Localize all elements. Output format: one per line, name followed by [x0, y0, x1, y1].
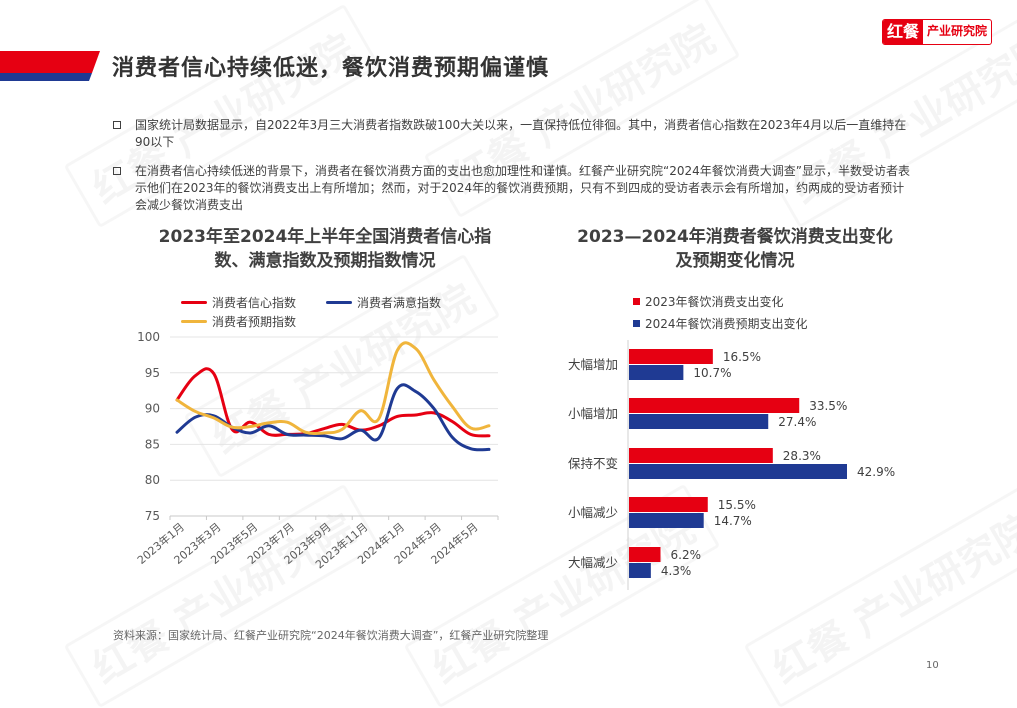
category-label: 大幅增加: [568, 357, 618, 372]
bullet-list: 国家统计局数据显示，自2022年3月三大消费者指数跌破100大关以来，一直保持低…: [113, 117, 913, 226]
bar-2024: [629, 414, 769, 429]
bar-chart-title: 2023—2024年消费者餐饮消费支出变化 及预期变化情况: [577, 227, 893, 271]
legend-item-2024: 2024年餐饮消费预期支出变化: [633, 315, 808, 332]
bar-2023: [629, 448, 773, 463]
category-label: 大幅减少: [568, 555, 618, 570]
legend-line-swatch: [181, 320, 207, 323]
bar-value-label: 16.5%: [723, 350, 761, 364]
y-tick-label: 100: [137, 330, 160, 344]
line-chart: 75808590951002023年1月2023年3月2023年5月2023年7…: [134, 330, 499, 571]
logo-brand: 红餐: [883, 20, 924, 44]
bar-value-label: 15.5%: [718, 498, 756, 512]
bar-2024: [629, 365, 684, 380]
legend-square-swatch: [633, 320, 640, 327]
logo: 红餐 产业研究院: [882, 19, 993, 45]
source-note: 资料来源：国家统计局、红餐产业研究院“2024年餐饮消费大调查”，红餐产业研究院…: [113, 629, 549, 642]
category-label: 小幅增加: [568, 406, 618, 421]
bar-value-label: 33.5%: [809, 399, 847, 413]
y-tick-label: 75: [145, 509, 160, 523]
page-number: 10: [926, 660, 939, 671]
bar-value-label: 42.9%: [857, 465, 895, 479]
bar-2024: [629, 513, 704, 528]
line-chart-title: 2023年至2024年上半年全国消费者信心指 数、满意指数及预期指数情况: [158, 227, 492, 271]
bullet-item: 国家统计局数据显示，自2022年3月三大消费者指数跌破100大关以来，一直保持低…: [113, 117, 913, 151]
bar-2024: [629, 563, 651, 578]
bullet-text: 在消费者信心持续低迷的背景下，消费者在餐饮消费方面的支出也愈加理性和谨慎。红餐产…: [135, 164, 910, 212]
y-tick-label: 95: [145, 366, 160, 380]
bar-chart: 大幅增加 16.5% 10.7% 小幅增加 33.5% 27.4% 保持不变 28.3% 42.…: [568, 340, 895, 590]
legend-item-2023: 2023年餐饮消费支出变化: [633, 293, 784, 310]
legend-item-expectation: 消费者预期指数: [181, 313, 296, 330]
bar-value-label: 27.4%: [778, 415, 816, 429]
bar-value-label: 6.2%: [671, 548, 702, 562]
bar-value-label: 14.7%: [714, 514, 752, 528]
y-tick-label: 90: [145, 402, 160, 416]
bullet-item: 在消费者信心持续低迷的背景下，消费者在餐饮消费方面的支出也愈加理性和谨慎。红餐产…: [113, 163, 913, 214]
bar-2023: [629, 398, 800, 413]
bar-value-label: 10.7%: [693, 366, 731, 380]
legend-item-confidence: 消费者信心指数: [181, 294, 296, 311]
bar-2023: [629, 349, 713, 364]
bullet-square-icon: [113, 121, 121, 129]
bullet-text: 国家统计局数据显示，自2022年3月三大消费者指数跌破100大关以来，一直保持低…: [135, 118, 907, 149]
category-label: 保持不变: [568, 456, 618, 471]
legend-item-satisfaction: 消费者满意指数: [326, 294, 441, 311]
bar-2023: [629, 497, 708, 512]
header-accent-bar: [0, 51, 100, 81]
bar-value-label: 28.3%: [783, 449, 821, 463]
category-label: 小幅减少: [568, 505, 618, 520]
bullet-square-icon: [113, 167, 121, 175]
logo-org: 产业研究院: [927, 24, 988, 38]
bar-value-label: 4.3%: [661, 564, 692, 578]
legend-line-swatch: [181, 301, 207, 304]
legend-square-swatch: [633, 298, 640, 305]
bar-2024: [629, 464, 847, 479]
bar-2023: [629, 547, 661, 562]
series-line-expectation: [175, 341, 491, 436]
y-tick-label: 85: [145, 437, 160, 451]
legend-line-swatch: [326, 301, 352, 304]
y-tick-label: 80: [145, 473, 160, 487]
page-title: 消费者信心持续低迷，餐饮消费预期偏谨慎: [112, 56, 550, 81]
